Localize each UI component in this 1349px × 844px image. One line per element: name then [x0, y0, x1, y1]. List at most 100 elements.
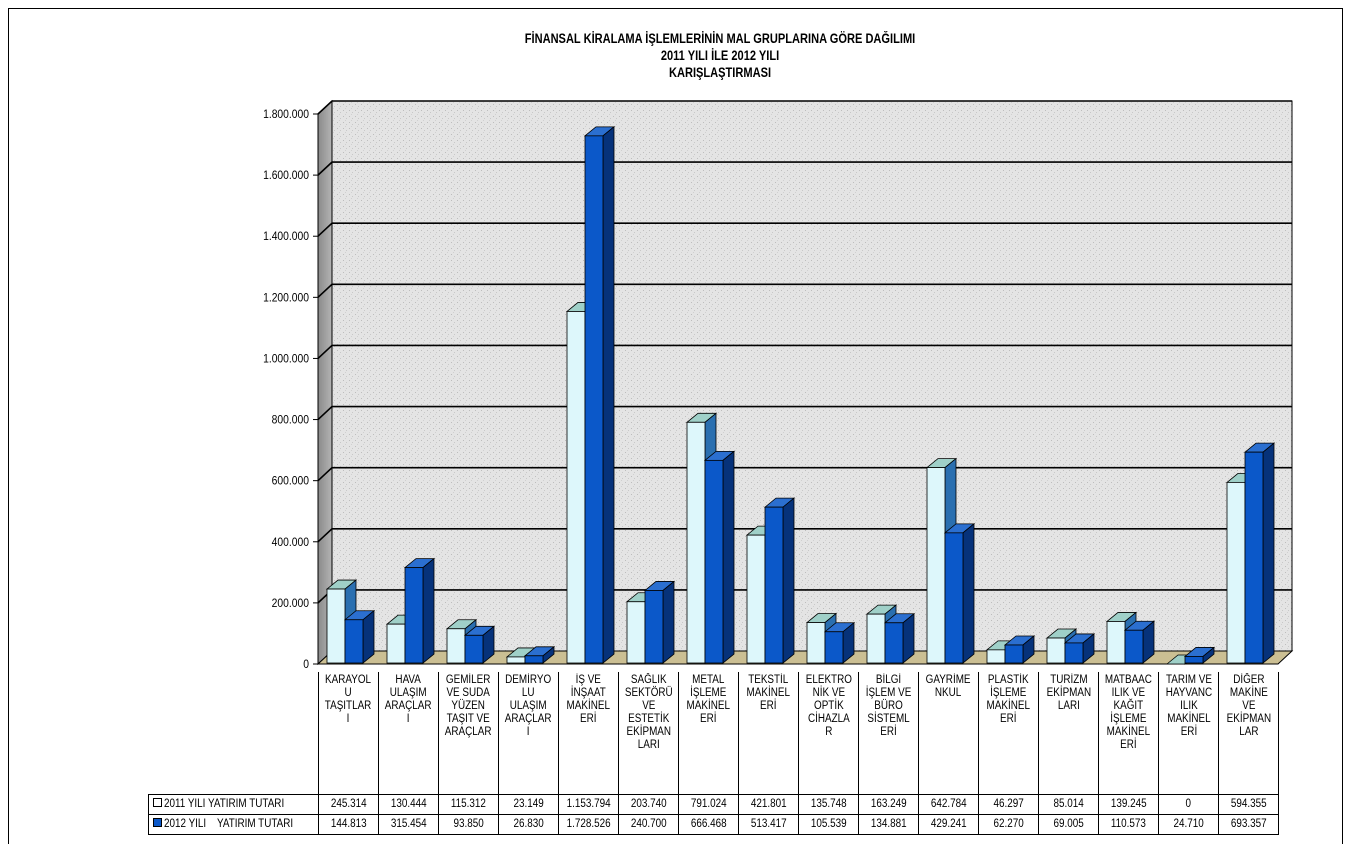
- value-cell: 130.444: [378, 794, 439, 815]
- category-label-line: NİK VE: [812, 687, 845, 699]
- category-label-text: DEMİRYO LU ULAŞIM ARAÇLAR I: [505, 674, 552, 739]
- category-label-line: KAĞIT: [1113, 700, 1144, 712]
- category-label-line: ULAŞIM: [510, 700, 547, 712]
- bar-2012: [343, 609, 376, 664]
- category-label: MATBAAC ILIK VE KAĞIT İŞLEME MAKİNEL ERİ: [1098, 672, 1159, 795]
- value-cell: 1.728.526: [558, 814, 619, 835]
- chart-frame: [8, 8, 1343, 844]
- bar-2012: [583, 125, 616, 664]
- category-label-line: I: [347, 713, 350, 725]
- value-label: 642.784: [930, 798, 967, 810]
- value-label: 24.710: [1173, 818, 1204, 830]
- category-label-line: U: [344, 687, 353, 699]
- bar-side: [722, 450, 735, 664]
- category-label-line: ESTETİK: [627, 713, 670, 725]
- bar-front: [1004, 644, 1024, 664]
- category-label-text: GAYRİME NKUL: [926, 674, 971, 700]
- category-label-line: HAYVANC: [1165, 687, 1212, 699]
- value-label: 245.314: [330, 798, 367, 810]
- gridline: [317, 161, 1292, 176]
- category-label-line: GEMİLER: [446, 674, 491, 686]
- value-label: 421.801: [750, 798, 787, 810]
- category-label-text: GEMİLER VE SUDA YÜZEN TAŞIT VE ARAÇLAR: [445, 674, 492, 739]
- y-tick-label: 1.400.000: [263, 231, 309, 244]
- bar-2012: [823, 621, 856, 664]
- category-label-line: EKİPMAN: [1226, 713, 1271, 725]
- category-label-text: BİLGİ İŞLEM VE BÜRO SİSTEML ERİ: [866, 674, 912, 739]
- category-label-text: TURİZM EKİPMAN LARI: [1046, 674, 1091, 713]
- value-cell: 791.024: [678, 794, 739, 815]
- gridline: [317, 344, 1292, 360]
- category-label-line: VE: [641, 700, 656, 712]
- bar-front: [764, 506, 784, 664]
- category-label-line: MAKİNEL: [686, 700, 731, 712]
- value-cell: 163.249: [858, 794, 919, 815]
- category-label-line: MAKİNEL: [1106, 726, 1151, 738]
- y-tick-label: 1.200.000: [263, 292, 309, 305]
- bar-2012: [523, 645, 556, 664]
- value-cell: 429.241: [918, 814, 979, 835]
- category-row: KARAYOL U TAŞITLAR I HAVA ULAŞIM ARAÇLAR I GEMİL…: [148, 672, 1279, 795]
- category-label-line: PLASTİK: [988, 674, 1029, 686]
- chart-title: FİNANSAL KİRALAMA İŞLEMLERİNİN MAL GRUPL…: [425, 30, 1015, 81]
- category-label-line: ARAÇLAR: [505, 713, 552, 725]
- bar-front: [524, 655, 544, 664]
- category-label-line: TARIM VE: [1165, 674, 1212, 686]
- category-label: GAYRİME NKUL: [918, 672, 979, 795]
- category-label-line: TAŞITLAR: [325, 700, 372, 712]
- value-label: 110.573: [1110, 818, 1147, 830]
- value-cell: 135.748: [798, 794, 859, 815]
- value-label: 69.005: [1053, 818, 1084, 830]
- category-label-line: ERİ: [880, 726, 897, 738]
- category-label-line: ERİ: [700, 713, 717, 725]
- category-label-line: MATBAAC: [1104, 674, 1153, 686]
- bar-front: [884, 622, 904, 664]
- category-label-line: LARI: [1057, 700, 1080, 712]
- value-cell: 666.468: [678, 814, 739, 835]
- category-label-line: DİĞER: [1232, 674, 1265, 686]
- bar-front: [1046, 637, 1066, 664]
- bar-side: [422, 557, 435, 664]
- value-label: 1.153.794: [566, 798, 611, 810]
- bar-2012: [643, 580, 676, 664]
- category-label-line: KARAYOL: [325, 674, 372, 686]
- category-label-text: TEKSTİL MAKİNEL ERİ: [747, 674, 790, 713]
- value-label: 139.245: [1110, 798, 1147, 810]
- bars: [325, 125, 1276, 665]
- bar-front: [626, 601, 646, 664]
- bar-front: [326, 588, 346, 664]
- value-label: 115.312: [450, 798, 487, 810]
- category-label-line: R: [824, 726, 833, 738]
- value-cell: 203.740: [618, 794, 679, 815]
- back-wall: [331, 100, 1293, 652]
- value-label: 134.881: [870, 818, 907, 830]
- bar-front: [566, 311, 586, 664]
- category-label-line: CİHAZLA: [807, 713, 850, 725]
- category-label-line: LAR: [1238, 726, 1259, 738]
- category-label-line: SEKTÖRÜ: [624, 687, 673, 699]
- bar-front: [824, 631, 844, 664]
- category-label-line: TEKSTİL: [748, 674, 789, 686]
- bar-front: [986, 649, 1006, 664]
- bar-side: [662, 580, 675, 664]
- category-label-text: SAĞLIK SEKTÖRÜ VE ESTETİK EKİPMAN LARI: [625, 674, 673, 752]
- value-cell: 105.539: [798, 814, 859, 835]
- category-label-line: ILIK VE: [1111, 687, 1146, 699]
- value-label: 62.270: [993, 818, 1024, 830]
- category-label: TURİZM EKİPMAN LARI: [1038, 672, 1099, 795]
- value-cell: 23.149: [498, 794, 559, 815]
- category-label-line: LU: [522, 687, 535, 699]
- value-cell: 69.005: [1038, 814, 1099, 835]
- bar-side: [902, 612, 915, 664]
- series-2011-row: 2011 YILI YATIRIM TUTARI 245.314 130.444 11…: [148, 794, 1279, 815]
- value-label: 513.417: [750, 818, 787, 830]
- bar-2012: [1183, 646, 1216, 664]
- category-label-line: MAKİNEL: [986, 700, 1031, 712]
- category-label: KARAYOL U TAŞITLAR I: [318, 672, 379, 795]
- bar-side: [362, 609, 375, 664]
- category-label-line: LARI: [637, 739, 660, 751]
- series-label: 2012 YILI YATIRIM TUTARI: [148, 814, 319, 835]
- category-label-text: METAL İŞLEME MAKİNEL ERİ: [687, 674, 730, 726]
- category-label-line: İŞ VE: [575, 674, 602, 686]
- series-2012-row: 2012 YILI YATIRIM TUTARI 144.813 315.454 93…: [148, 814, 1279, 835]
